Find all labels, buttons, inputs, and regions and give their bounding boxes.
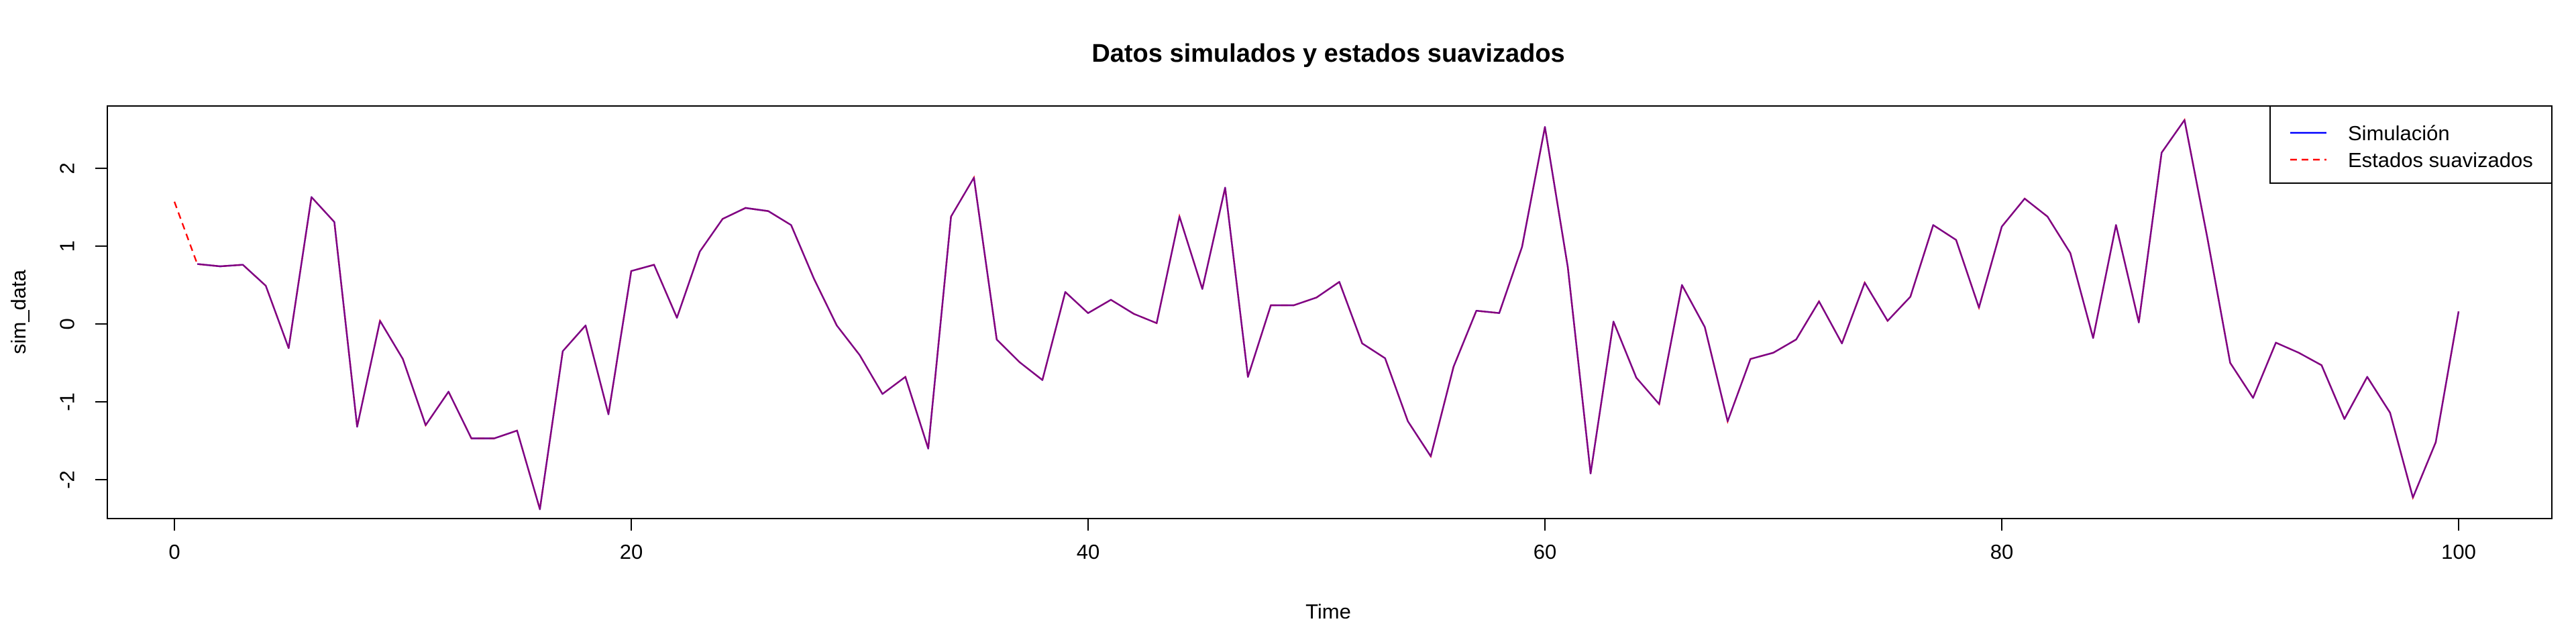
legend-label-smoothed: Estados suavizados xyxy=(2348,148,2533,172)
series-overlap-line xyxy=(197,119,2460,511)
x-tick-label: 20 xyxy=(620,540,643,564)
series-layer xyxy=(173,117,2460,511)
chart-title: Datos simulados y estados suavizados xyxy=(1091,40,1564,68)
x-tick-label: 100 xyxy=(2441,540,2476,564)
x-tick-label: 60 xyxy=(1534,540,1556,564)
y-tick-label: 2 xyxy=(56,162,79,174)
legend-box xyxy=(2269,105,2553,184)
legend: Simulación Estados suavizados xyxy=(2269,105,2553,184)
series-line-smoothed xyxy=(173,117,2460,510)
series-line-simulation xyxy=(197,119,2460,511)
legend-label-simulation: Simulación xyxy=(2348,121,2450,145)
x-tick-label: 0 xyxy=(168,540,180,564)
x-axis-label: Time xyxy=(1305,600,1351,623)
plot-frame xyxy=(107,105,2553,519)
y-tick-label: -1 xyxy=(56,392,79,411)
y-tick-label: 1 xyxy=(56,240,79,252)
x-axis: 0 20 40 60 80 100 xyxy=(168,518,2476,564)
x-tick-label: 80 xyxy=(1990,540,2013,564)
x-tick-label: 40 xyxy=(1077,540,1099,564)
y-axis-label: sim_data xyxy=(7,269,30,354)
y-axis: -2 -1 0 1 2 xyxy=(56,162,108,489)
y-tick-label: -2 xyxy=(56,470,79,489)
y-tick-label: 0 xyxy=(56,318,79,329)
